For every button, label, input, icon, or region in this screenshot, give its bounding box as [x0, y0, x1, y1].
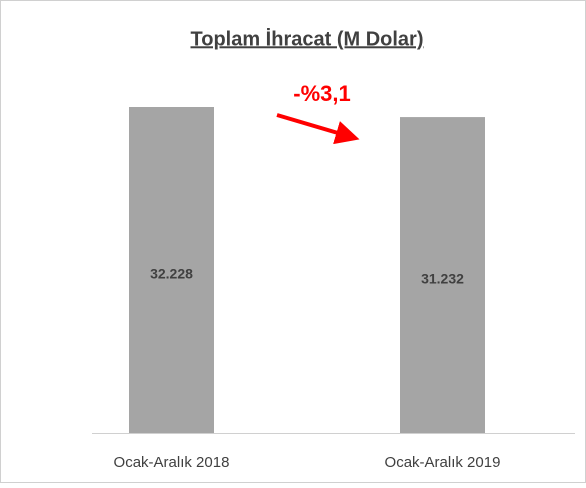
bar [400, 117, 485, 434]
chart-title: Toplam İhracat (M Dolar) [191, 27, 424, 50]
bar [129, 107, 214, 433]
annotation: -%3,1 [293, 81, 350, 106]
x-tick-label: Ocak-Aralık 2018 [114, 454, 230, 471]
arrow [276, 113, 360, 145]
value-label: 32.228 [150, 266, 193, 282]
value-label: 31.232 [421, 271, 464, 287]
x-tick-label: Ocak-Aralık 2019 [385, 454, 501, 471]
